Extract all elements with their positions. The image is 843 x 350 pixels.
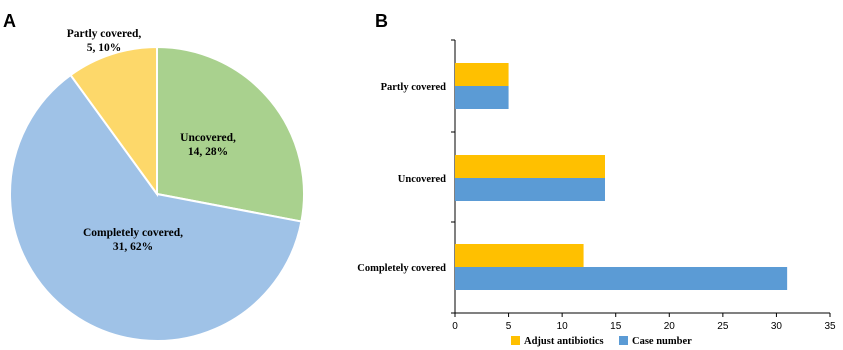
bar-adjust-antibiotics-completely-covered <box>455 244 584 267</box>
category-label-uncovered: Uncovered <box>398 174 446 185</box>
pie-label-partly-covered-name: Partly covered, <box>67 28 142 40</box>
panel-a-letter: A <box>3 11 16 31</box>
pie-label-completely-covered: Completely covered, 31, 62% <box>83 227 183 253</box>
legend-label-adjust-antibiotics: Adjust antibiotics <box>524 336 604 347</box>
bar-chart: 0 5 10 15 20 25 30 35 Partly covered Uncovered Com… <box>357 39 836 347</box>
x-tick-label: 15 <box>610 321 622 332</box>
pie-slice-completely-covered <box>9 73 303 342</box>
bar-case-number-partly-covered <box>455 86 509 109</box>
legend-label-case-number: Case number <box>632 336 692 347</box>
panel-b-letter: B <box>375 11 388 31</box>
legend-swatch-adjust-antibiotics <box>511 336 520 345</box>
pie-slice-partly-covered <box>69 45 158 198</box>
pie-label-completely-covered-name: Completely covered, <box>83 227 183 239</box>
bar-case-number-completely-covered <box>455 267 788 290</box>
x-tick-label: 5 <box>506 321 512 332</box>
pie-label-partly-covered: Partly covered, 5, 10% <box>67 28 142 54</box>
x-tick-label: 35 <box>824 321 836 332</box>
x-tick-label: 30 <box>771 321 783 332</box>
category-label-completely-covered: Completely covered <box>357 263 446 274</box>
x-tick-label: 10 <box>557 321 569 332</box>
pie-label-uncovered-value: 14, 28% <box>188 146 228 158</box>
pie-slice-uncovered <box>156 45 305 223</box>
x-tick-label: 25 <box>717 321 729 332</box>
bar-adjust-antibiotics-uncovered <box>455 155 605 178</box>
pie-chart: Uncovered, 14, 28% Completely covered, 31, … <box>9 28 305 342</box>
legend-swatch-case-number <box>619 336 628 345</box>
bar-case-number-uncovered <box>455 178 605 201</box>
pie-label-uncovered: Uncovered, 14, 28% <box>180 132 236 158</box>
x-tick-label: 0 <box>452 321 458 332</box>
pie-label-completely-covered-value: 31, 62% <box>113 241 153 253</box>
pie-label-partly-covered-value: 5, 10% <box>87 42 122 54</box>
x-tick-label: 20 <box>664 321 676 332</box>
category-label-partly-covered: Partly covered <box>381 82 447 93</box>
pie-label-uncovered-name: Uncovered, <box>180 132 236 144</box>
bar-adjust-antibiotics-partly-covered <box>455 63 509 86</box>
